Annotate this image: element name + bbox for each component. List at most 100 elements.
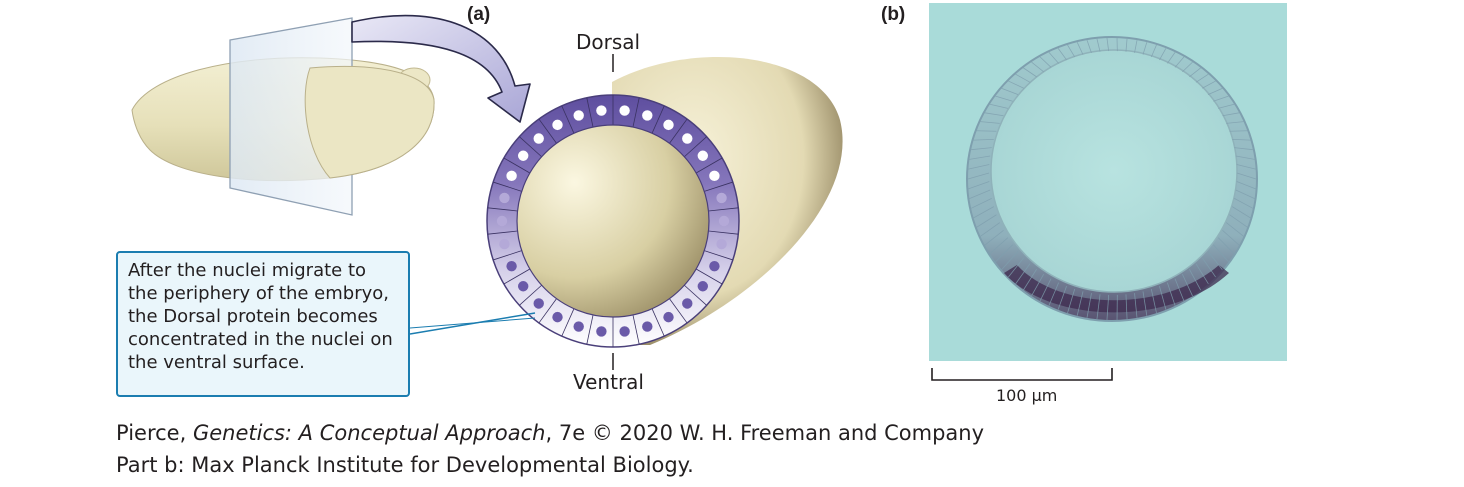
nucleus xyxy=(552,119,563,131)
cell-wall xyxy=(684,136,707,158)
nucleus xyxy=(596,326,607,337)
cell-striation xyxy=(1236,164,1256,170)
cell-wall xyxy=(684,284,707,306)
cell-wall xyxy=(651,308,665,337)
cell-striation xyxy=(1048,282,1060,306)
nucleus xyxy=(506,170,517,182)
credit-author: Pierce, xyxy=(116,421,193,445)
panel-label-a: (a) xyxy=(467,4,491,25)
panel-label-b: (b) xyxy=(881,4,906,25)
cell-wall xyxy=(493,250,522,261)
cell-striation xyxy=(984,229,1004,246)
cell-striation xyxy=(1001,87,1019,95)
cell-striation xyxy=(980,121,1000,124)
cell-striation xyxy=(1096,294,1101,320)
cell-wall xyxy=(669,298,688,324)
cell-striation xyxy=(1218,103,1235,109)
cell-wall xyxy=(632,97,640,128)
cell-striation xyxy=(1134,293,1138,318)
cell-wall xyxy=(695,157,723,174)
scale-bar-label: 100 µm xyxy=(996,386,1058,405)
cell-wall xyxy=(708,207,739,212)
cell-striation xyxy=(1076,42,1084,55)
cell-wall xyxy=(493,181,522,192)
cell-striation xyxy=(1015,263,1031,285)
cell-striation xyxy=(1001,251,1019,270)
cell-wall xyxy=(586,314,594,345)
cell-striation xyxy=(1201,257,1216,278)
nucleus xyxy=(596,105,607,116)
nucleus xyxy=(499,238,510,250)
nucleus xyxy=(716,238,727,250)
cell-striation xyxy=(1167,52,1176,64)
nucleus xyxy=(619,326,630,337)
cell-wall xyxy=(704,181,733,192)
cell-striation xyxy=(1159,48,1167,61)
cell-wall xyxy=(704,250,733,261)
scale-bar xyxy=(931,368,1113,381)
cell-striation xyxy=(969,189,991,199)
dorsal-label: Dorsal xyxy=(576,30,641,54)
ventral-label: Ventral xyxy=(573,370,644,394)
cell-wall xyxy=(519,136,542,158)
cell-striation xyxy=(995,244,1013,263)
embryo-cross-section-diagram xyxy=(131,14,843,370)
cell-striation xyxy=(1150,44,1157,58)
nucleus xyxy=(573,321,584,332)
cell-striation xyxy=(1226,222,1244,237)
cell-striation xyxy=(1236,172,1257,180)
cell-wall xyxy=(695,268,723,285)
nucleus xyxy=(697,281,709,292)
nuclei xyxy=(496,105,730,337)
nucleus xyxy=(496,215,508,227)
cell-striation xyxy=(1188,268,1202,291)
cell-striation xyxy=(968,181,990,190)
cell-wall xyxy=(503,157,531,174)
cell-striation xyxy=(968,164,990,170)
nucleus xyxy=(709,260,720,272)
cell-striation xyxy=(1067,288,1076,314)
cell-striation xyxy=(1057,285,1067,310)
cell-striation xyxy=(1106,38,1110,52)
nucleus xyxy=(506,260,517,272)
nucleus xyxy=(663,311,674,323)
credit-book-title: Genetics: A Conceptual Approach xyxy=(192,421,546,445)
nucleus xyxy=(517,150,529,161)
cell-walls xyxy=(487,95,739,347)
cell-striation xyxy=(1142,291,1148,316)
nucleus xyxy=(663,119,674,131)
nucleus xyxy=(533,298,544,309)
cell-striation xyxy=(989,103,1008,109)
cell-striation xyxy=(1142,42,1148,55)
cell-striation xyxy=(1023,268,1037,291)
nucleus xyxy=(718,215,730,227)
cell-striation xyxy=(1235,189,1255,199)
cell-wall xyxy=(586,97,594,128)
nucleus xyxy=(682,133,693,144)
cell-striation xyxy=(973,206,994,219)
cell-striation xyxy=(1217,237,1235,255)
cell-striation xyxy=(980,222,1000,237)
cell-striation xyxy=(1234,198,1254,209)
cell-striation xyxy=(1096,38,1101,52)
nucleus xyxy=(682,298,693,309)
cell-striation xyxy=(1067,44,1076,58)
cell-striation xyxy=(1234,147,1253,151)
cell-striation xyxy=(970,198,992,209)
cell-striation xyxy=(1076,291,1084,316)
cell-wall xyxy=(561,308,575,337)
cell-striation xyxy=(1106,294,1110,320)
nucleus xyxy=(709,170,720,182)
cell-striation xyxy=(1213,95,1229,102)
cell-striation xyxy=(1195,263,1209,284)
nucleus xyxy=(697,150,709,161)
cell-striation xyxy=(1229,214,1248,228)
cell-wall xyxy=(538,118,557,144)
cell-striation xyxy=(1213,244,1229,263)
cell-striation xyxy=(1159,286,1167,310)
cell-striation xyxy=(1023,67,1037,78)
cell-wall xyxy=(503,268,531,285)
cell-striation xyxy=(1222,112,1240,117)
cell-striation xyxy=(1195,73,1209,83)
credit-line-1: Pierce, Genetics: A Conceptual Approach,… xyxy=(116,421,984,445)
